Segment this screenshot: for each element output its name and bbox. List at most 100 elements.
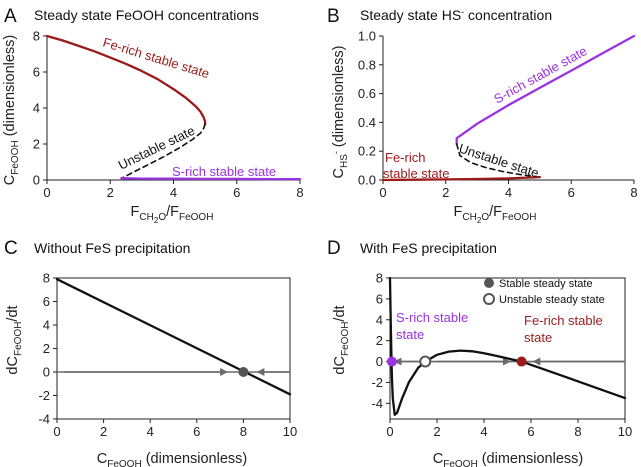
panel-b-title: Steady state HS- concentration [360, 7, 552, 23]
panel-letter-d: D [327, 238, 341, 259]
panel-b-series-s-rich-stable-state [455, 34, 636, 146]
panel-letter-a: A [4, 6, 17, 27]
panel-c-title: Without FeS precipitation [34, 240, 190, 256]
panel-c-xtick-label: 4 [147, 424, 154, 439]
panel-b-xtick-label: 2 [442, 185, 449, 200]
panel-a: A Steady state FeOOH concentrations CFeO… [2, 6, 304, 225]
panel-a-annotation-fe-rich: Fe-rich stable state [101, 35, 211, 82]
panel-b-ytick-label: 0.6 [358, 86, 376, 101]
panel-d-stable-point [386, 356, 397, 367]
panel-d-annotation-s-rich-1: S-rich stable [396, 310, 468, 325]
panel-c-series-dc-dt [55, 278, 292, 396]
panel-b-xlabel: FCH2O/FFeOOH [454, 204, 537, 225]
panel-d-xtick-label: 6 [527, 424, 534, 439]
panel-a-title: Steady state FeOOH concentrations [34, 7, 259, 23]
panel-c-xtick-label: 0 [53, 424, 60, 439]
panel-c-ytick-label: -2 [38, 388, 50, 403]
panel-a-ytick-label: 6 [33, 65, 40, 80]
panel-a-series-fe-rich-stable-state [45, 34, 207, 126]
panel-c-xtick-label: 6 [193, 424, 200, 439]
panel-c-ytick-label: 0 [43, 365, 50, 380]
panel-a-xtick-label: 6 [233, 185, 240, 200]
panel-d-axes: 0 2 4 6 8 10 8 6 4 2 0 -2 -4 [371, 271, 632, 440]
panel-a-ytick-label: 2 [33, 137, 40, 152]
panel-a-xlabel: FCH2O/FFeOOH [131, 204, 214, 225]
panel-letter-c: C [4, 238, 18, 259]
panel-b-series-fe-rich-stable-state [381, 175, 542, 182]
panel-d-xtick-label: 4 [480, 424, 487, 439]
panel-b-ytick-label: 1.0 [358, 29, 376, 44]
panel-a-xtick-label: 2 [107, 185, 114, 200]
panel-c-xlabel: CFeOOH (dimensionless) [97, 451, 248, 467]
panel-b-plot [381, 34, 636, 182]
panel-d-ytick-label: 6 [376, 291, 383, 306]
panel-b-xtick-label: 4 [505, 185, 512, 200]
panel-b-series-unstable-state [455, 143, 541, 178]
panel-d-plot [386, 276, 627, 416]
panel-c-xtick-label: 10 [283, 424, 297, 439]
panel-c-ytick-label: -4 [38, 412, 50, 427]
panel-b-ytick-label: 0.8 [358, 57, 376, 72]
panel-a-series-unstable-state [120, 123, 206, 179]
panel-a-plot [45, 34, 302, 181]
panel-d: D With FeS precipitation dCFeOOH/dt CFeO… [327, 238, 632, 467]
panel-c-ytick-label: 4 [43, 318, 50, 333]
panel-d-ytick-label: 4 [376, 312, 383, 327]
panel-b-ytick-label: 0.0 [358, 173, 376, 188]
panel-a-annotation-s-rich: S-rich stable state [172, 164, 276, 179]
panel-d-ytick-label: -4 [371, 396, 383, 411]
panel-b-annotation-fe-rich-1: Fe-rich [385, 150, 425, 165]
panel-d-ylabel: dCFeOOH/dt [332, 305, 351, 374]
panel-c-xtick-label: 2 [100, 424, 107, 439]
panel-d-unstable-point [419, 355, 432, 368]
panel-a-ytick-label: 8 [33, 29, 40, 44]
panel-c-ytick-label: 6 [43, 294, 50, 309]
legend-stable-label: Stable steady state [499, 278, 593, 290]
panel-c-stable-point [238, 367, 249, 377]
panel-d-xlabel: CFeOOH (dimensionless) [433, 451, 584, 467]
panel-b-ytick-label: 0.4 [358, 115, 376, 130]
panel-b: B Steady state HS- concentration CHS- (d… [327, 6, 638, 225]
panel-d-xtick-label: 0 [386, 424, 393, 439]
panel-d-stable-point [516, 356, 527, 367]
panel-c-ytick-label: 8 [43, 271, 50, 286]
panel-c-frame [56, 277, 291, 420]
panel-b-ylabel: CHS- (dimensionless) [331, 46, 350, 179]
panel-a-ytick-label: 4 [33, 101, 40, 116]
panel-d-title: With FeS precipitation [360, 240, 497, 256]
panel-d-legend: Stable steady state Unstable steady stat… [483, 278, 605, 306]
panel-b-axes: 0 2 4 6 8 0.0 0.2 0.4 0.6 0.8 1.0 [358, 29, 638, 201]
panel-d-annotation-fe-rich-2: state [524, 330, 552, 345]
panel-c: C Without FeS precipitation dCFeOOH/dt C… [4, 238, 297, 467]
panel-c-plot [55, 278, 292, 396]
panel-b-xtick-label: 6 [568, 185, 575, 200]
panel-d-ytick-label: 2 [376, 333, 383, 348]
panel-d-ytick-label: 0 [376, 354, 383, 369]
panel-b-xtick-label: 8 [630, 185, 637, 200]
panel-d-annotation-fe-rich-1: Fe-rich stable [524, 313, 603, 328]
panel-b-annotation-s-rich: S-rich stable state [491, 43, 589, 107]
panel-a-series-s-rich-stable-state [120, 177, 302, 181]
panel-b-annotation-unstable: Unstable state [457, 141, 541, 181]
panel-d-annotation-s-rich-2: state [396, 327, 424, 342]
panel-c-ylabel: dCFeOOH/dt [5, 305, 24, 374]
panel-c-axes: 0 2 4 6 8 10 8 6 4 2 0 -2 -4 [38, 271, 297, 440]
panel-a-xtick-label: 0 [43, 185, 50, 200]
panel-d-xtick-label: 2 [433, 424, 440, 439]
panel-a-xtick-label: 8 [296, 185, 303, 200]
panel-c-xtick-label: 8 [240, 424, 247, 439]
panel-a-ytick-label: 0 [33, 173, 40, 188]
panel-c-ytick-label: 2 [43, 341, 50, 356]
panel-d-frame [389, 277, 626, 420]
panel-letter-b: B [327, 6, 340, 27]
panel-d-ytick-label: 8 [376, 271, 383, 286]
panel-b-ytick-label: 0.2 [358, 144, 376, 159]
panel-b-xtick-label: 0 [379, 185, 386, 200]
panel-d-ytick-label: -2 [371, 375, 383, 390]
panel-a-xtick-label: 4 [170, 185, 177, 200]
panel-d-series-dc-dt [388, 276, 627, 416]
legend-unstable-label: Unstable steady state [499, 294, 605, 306]
panel-b-annotation-fe-rich-2: stable state [383, 166, 450, 181]
panel-d-xtick-label: 8 [574, 424, 581, 439]
